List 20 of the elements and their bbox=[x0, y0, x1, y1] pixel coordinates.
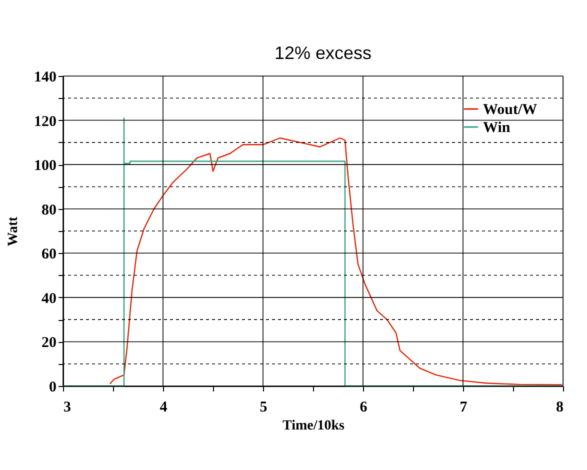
x-tick-label: 6 bbox=[360, 400, 368, 416]
text: 12% excess bbox=[274, 43, 372, 63]
y-tick-label: 40 bbox=[42, 290, 56, 307]
y-tick-label: 60 bbox=[42, 246, 56, 263]
x-tick-label: 7 bbox=[460, 400, 468, 416]
line-series bbox=[109, 137, 563, 386]
y-axis-title: Watt bbox=[6, 216, 21, 246]
y-tick-label: 80 bbox=[42, 202, 56, 218]
y-tick-label: 20 bbox=[42, 335, 56, 352]
y-tick-label: 140 bbox=[34, 70, 56, 86]
y-tick-label: 0 bbox=[49, 380, 56, 396]
y-tick-label: 100 bbox=[34, 158, 56, 174]
legend-label: Wout/W bbox=[483, 102, 538, 118]
x-axis-title: Time/10ks bbox=[282, 418, 346, 434]
y-tick-label: 120 bbox=[34, 114, 56, 130]
x-tick-label: 4 bbox=[160, 400, 168, 416]
x-tick-label: 3 bbox=[64, 400, 71, 416]
x-tick-label: 5 bbox=[260, 400, 268, 416]
x-tick-label: 8 bbox=[556, 400, 564, 416]
legend-label: Win bbox=[483, 120, 511, 136]
